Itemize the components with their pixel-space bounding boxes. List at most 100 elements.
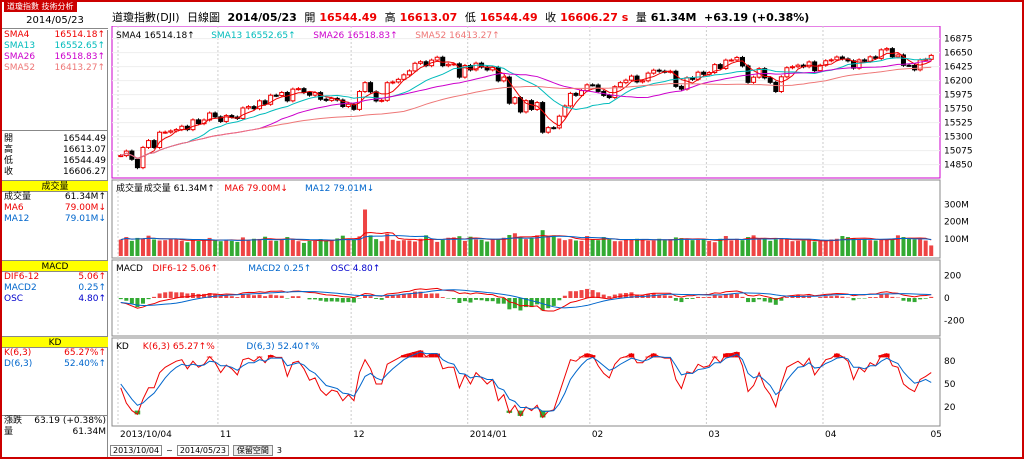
reserve-space-button[interactable]: 保留空間 — [232, 445, 273, 456]
volume-bar — [385, 233, 390, 256]
osc-bar — [451, 298, 456, 300]
chart-area[interactable]: 16875 16650 16425 16200 15975 15750 15525 15300… — [110, 26, 1024, 444]
macd-label: MACD2 — [4, 283, 37, 293]
kd-oversold — [517, 410, 524, 416]
candle-body — [900, 54, 906, 66]
volume-bar — [635, 238, 640, 256]
candle-body — [851, 60, 857, 69]
volume-bar — [213, 240, 218, 256]
volume-bar — [196, 241, 201, 256]
osc-bar — [524, 298, 528, 308]
volume-bar — [912, 239, 917, 256]
volume-bar — [740, 240, 745, 256]
end-date-input[interactable]: 2014/05/23 — [176, 445, 229, 456]
volume-bar — [152, 239, 157, 256]
candle-body — [723, 59, 729, 69]
volume-bar — [507, 234, 512, 256]
vol-tick: 300M — [944, 200, 969, 210]
volume-bar — [707, 240, 712, 256]
kd-value: 65.27%↑ — [64, 348, 106, 358]
volume-bar — [679, 238, 684, 256]
volume-bar — [623, 239, 628, 256]
candle-body — [212, 112, 218, 118]
kd-value: 52.40%↑ — [64, 359, 106, 369]
volume-bar — [501, 237, 506, 256]
tab-tech-analysis[interactable]: 道瓊指數 技術分析 — [4, 2, 77, 12]
volume-bar — [601, 237, 606, 256]
price-legend: SMA26 16518.83↑ — [313, 31, 397, 41]
volume-bar — [901, 237, 906, 256]
osc-bar — [507, 298, 512, 310]
candle-body — [678, 85, 684, 90]
volume-bar — [290, 239, 295, 256]
candle-body — [562, 105, 568, 117]
volume-bar — [435, 241, 440, 256]
quote-header: 道瓊指數(DJI) 日線圖 2014/05/23 開 16544.49 高 1661… — [112, 10, 813, 26]
kd-tick: 50 — [944, 380, 956, 390]
macd-line — [120, 289, 932, 309]
volume-bar — [662, 240, 667, 256]
osc-bar — [696, 296, 701, 298]
volume-bar — [390, 239, 395, 256]
volume-bar — [607, 239, 612, 256]
candle-body — [323, 98, 329, 101]
candle-body — [584, 84, 590, 92]
candle-body — [362, 82, 368, 93]
osc-bar — [557, 298, 562, 301]
osc-bar — [324, 298, 329, 302]
osc-bar — [762, 298, 767, 302]
candle-body — [739, 56, 745, 67]
kd-overbought — [401, 355, 407, 358]
candle-body — [134, 158, 140, 169]
candle-body — [817, 64, 823, 72]
price-tick: 15750 — [944, 105, 973, 115]
candle-body — [645, 72, 651, 82]
candle-body — [268, 94, 274, 105]
price-tick: 14850 — [944, 161, 973, 171]
macd-value: 4.80↑ — [78, 294, 106, 304]
kd-overbought — [584, 353, 590, 358]
volume-bar — [734, 238, 739, 256]
macd-title: MACD — [2, 260, 108, 272]
volume-bar — [296, 241, 301, 256]
osc-bar — [629, 292, 634, 298]
volume-bar — [218, 241, 223, 256]
vol-label: 量 — [635, 11, 647, 24]
osc-bar — [590, 290, 595, 298]
osc-bar — [440, 297, 445, 298]
osc-bar — [318, 298, 323, 301]
ohlc-row: 開 16544.49 — [2, 134, 108, 145]
volume-bar — [845, 237, 850, 256]
candle-body — [540, 102, 546, 133]
osc-bar — [546, 298, 551, 309]
volume-bar — [357, 236, 362, 256]
panel-frame — [111, 337, 941, 427]
kd-overbought — [834, 353, 840, 358]
price-legend: SMA52 16413.27↑ — [415, 31, 499, 41]
candle-body — [218, 116, 224, 122]
volume-bar — [868, 240, 873, 256]
volume-bar — [157, 240, 162, 256]
candle-body — [606, 94, 612, 99]
osc-bar — [679, 298, 684, 303]
start-date-input[interactable]: 2013/10/04 — [110, 445, 163, 456]
volume-bar — [918, 238, 923, 256]
volume-section: 成交量 成交量 61.34M↑ MA6 79.00M↓ MA12 79.01M↓ — [2, 180, 108, 225]
ohlc-row: 高 16613.07 — [2, 145, 108, 156]
osc-bar — [757, 298, 762, 300]
current-date: 2014/05/23 — [2, 13, 108, 29]
osc-bar — [612, 294, 617, 298]
volume-bar — [379, 241, 384, 256]
volume-bar — [240, 237, 245, 256]
volume-bar — [485, 241, 490, 256]
osc-bar — [296, 296, 301, 298]
candle-body — [767, 77, 773, 83]
candle-body — [329, 97, 335, 101]
candle-body — [834, 56, 840, 61]
volume-bar — [396, 240, 401, 256]
osc-bar — [235, 297, 240, 298]
count-label: 3 — [276, 446, 283, 455]
sma-label: SMA52 — [4, 63, 36, 73]
kd-legend: KD — [116, 342, 129, 352]
volume-bar — [807, 240, 812, 256]
